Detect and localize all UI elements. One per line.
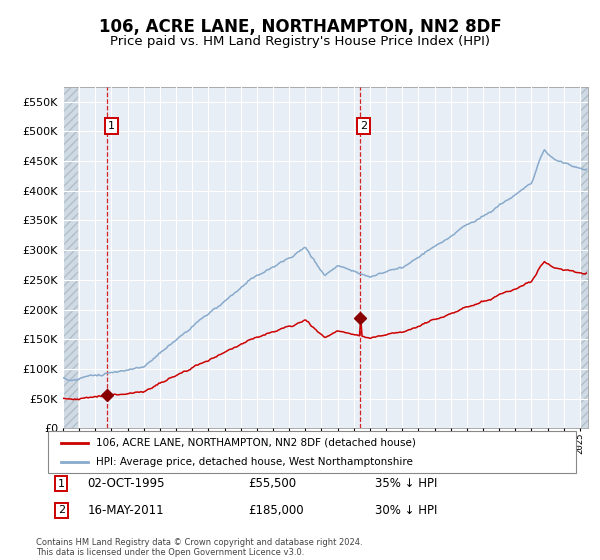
Text: 106, ACRE LANE, NORTHAMPTON, NN2 8DF: 106, ACRE LANE, NORTHAMPTON, NN2 8DF: [98, 18, 502, 36]
Bar: [581, 87, 588, 428]
Text: 106, ACRE LANE, NORTHAMPTON, NN2 8DF (detached house): 106, ACRE LANE, NORTHAMPTON, NN2 8DF (de…: [95, 438, 415, 448]
Text: 30% ↓ HPI: 30% ↓ HPI: [376, 504, 438, 517]
Text: 2: 2: [58, 505, 65, 515]
Text: HPI: Average price, detached house, West Northamptonshire: HPI: Average price, detached house, West…: [95, 457, 412, 467]
FancyBboxPatch shape: [48, 431, 576, 473]
Text: £55,500: £55,500: [248, 477, 297, 490]
Bar: [63, 87, 79, 428]
Text: 1: 1: [58, 479, 65, 489]
Text: 1: 1: [108, 121, 115, 131]
Text: 16-MAY-2011: 16-MAY-2011: [88, 504, 164, 517]
Text: Contains HM Land Registry data © Crown copyright and database right 2024.
This d: Contains HM Land Registry data © Crown c…: [36, 538, 362, 557]
Text: 2: 2: [360, 121, 367, 131]
Text: 35% ↓ HPI: 35% ↓ HPI: [376, 477, 438, 490]
Text: 02-OCT-1995: 02-OCT-1995: [88, 477, 165, 490]
Text: £185,000: £185,000: [248, 504, 304, 517]
Text: Price paid vs. HM Land Registry's House Price Index (HPI): Price paid vs. HM Land Registry's House …: [110, 35, 490, 48]
